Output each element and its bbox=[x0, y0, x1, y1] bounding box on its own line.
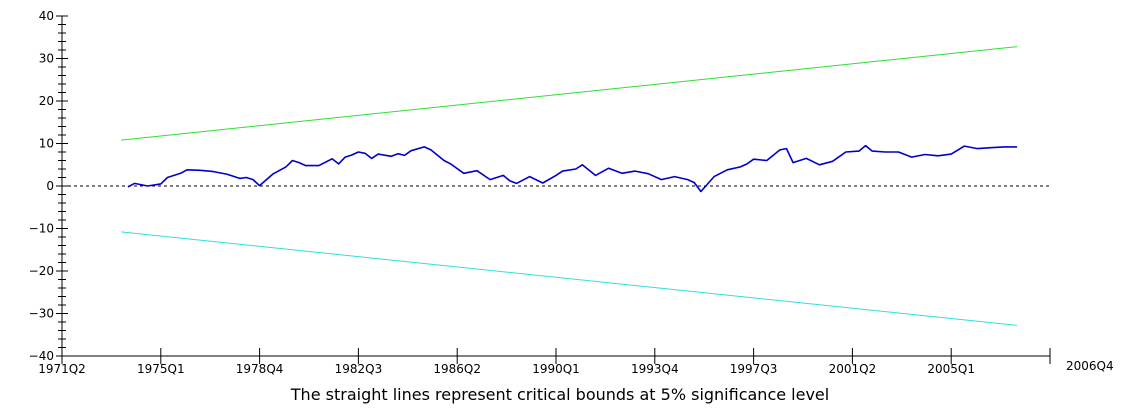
x-tick-label: 2006Q4 bbox=[1066, 359, 1114, 373]
cusum-series-line bbox=[127, 144, 1018, 193]
y-tick-label: −10 bbox=[29, 222, 54, 236]
x-tick-label: 1997Q3 bbox=[730, 362, 778, 376]
y-tick-label: 30 bbox=[39, 52, 54, 66]
x-tick-label: 1975Q1 bbox=[137, 362, 185, 376]
x-tick-label: 2005Q1 bbox=[927, 362, 975, 376]
x-tick-label: 1990Q1 bbox=[532, 362, 580, 376]
y-tick-label: −30 bbox=[29, 307, 54, 321]
x-tick-label: 1993Q4 bbox=[631, 362, 679, 376]
x-tick-label: 1986Q2 bbox=[433, 362, 481, 376]
x-tick-label: 1982Q3 bbox=[335, 362, 383, 376]
lines-layer bbox=[62, 46, 1050, 326]
y-tick-label: 40 bbox=[39, 9, 54, 23]
x-tick-label: 1971Q2 bbox=[38, 362, 86, 376]
y-tick-label: 20 bbox=[39, 94, 54, 108]
upper-critical-bound-line bbox=[121, 46, 1018, 141]
x-tick-label: 2001Q2 bbox=[829, 362, 877, 376]
lower-critical-bound-line bbox=[121, 231, 1018, 326]
axes-layer bbox=[56, 15, 1051, 364]
y-tick-label: 10 bbox=[39, 137, 54, 151]
y-tick-label: −20 bbox=[29, 264, 54, 278]
x-tick-label: 1978Q4 bbox=[236, 362, 284, 376]
chart-caption: The straight lines represent critical bo… bbox=[290, 385, 829, 404]
y-tick-label: 0 bbox=[46, 179, 54, 193]
y-tick-label: −40 bbox=[29, 349, 54, 363]
